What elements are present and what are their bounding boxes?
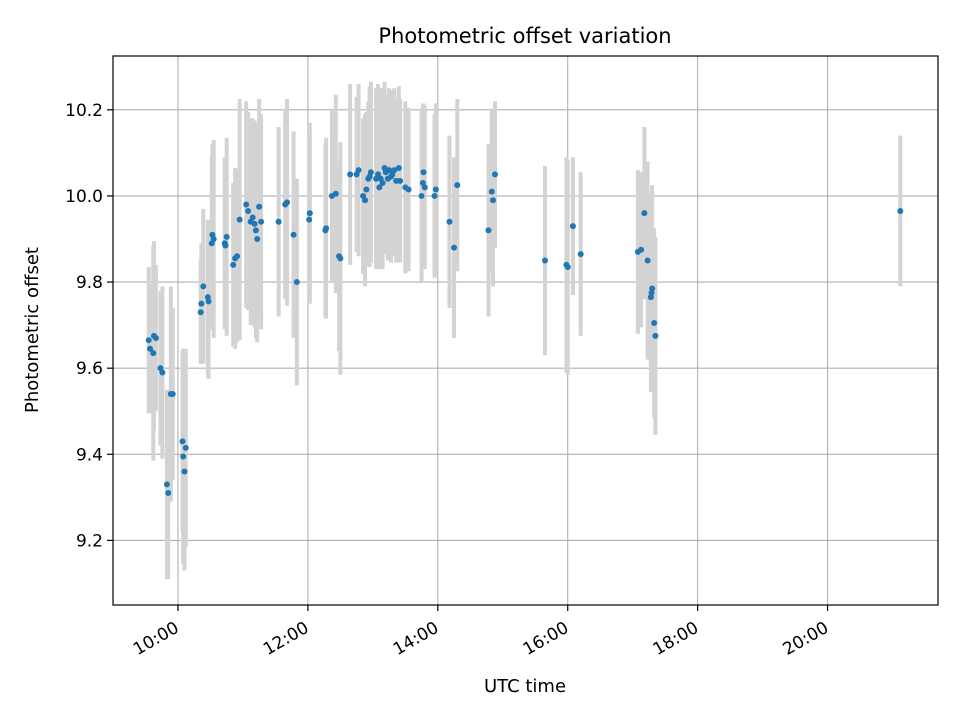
data-point	[230, 261, 237, 268]
data-point	[347, 171, 354, 178]
data-point	[222, 242, 229, 249]
data-point	[234, 253, 241, 260]
data-point	[147, 345, 154, 352]
data-point	[200, 283, 207, 290]
data-point	[252, 227, 259, 234]
data-point	[485, 227, 492, 234]
data-point	[418, 192, 425, 199]
data-point	[651, 319, 658, 326]
data-point	[420, 169, 427, 176]
data-point	[197, 309, 204, 316]
data-point	[386, 167, 393, 174]
data-point	[182, 444, 189, 451]
data-point	[363, 186, 370, 193]
data-point	[306, 216, 313, 223]
data-point	[179, 438, 186, 445]
data-point	[284, 199, 291, 206]
data-point	[332, 190, 339, 197]
data-point	[249, 214, 256, 221]
data-point	[169, 391, 176, 398]
data-point	[488, 188, 495, 195]
data-point	[375, 171, 382, 178]
data-point	[421, 184, 428, 191]
data-point	[337, 255, 344, 262]
data-point	[564, 263, 571, 270]
data-point	[397, 177, 404, 184]
data-point	[491, 171, 498, 178]
data-point	[152, 335, 159, 342]
data-point	[897, 208, 904, 215]
data-point	[205, 298, 212, 305]
chart-title: Photometric offset variation	[378, 24, 671, 48]
data-point	[236, 216, 243, 223]
data-point	[395, 164, 402, 171]
data-point	[490, 197, 497, 204]
x-axis-label: UTC time	[484, 676, 566, 697]
data-point	[391, 167, 398, 174]
data-point	[323, 225, 330, 232]
y-tick-label: 9.2	[76, 531, 103, 551]
data-point	[454, 182, 461, 189]
data-point	[649, 285, 656, 292]
data-point	[652, 332, 659, 339]
data-point	[180, 453, 187, 460]
data-point	[254, 236, 261, 242]
data-point	[165, 490, 172, 497]
data-point	[638, 246, 645, 253]
data-point	[210, 236, 217, 242]
data-point	[379, 180, 386, 187]
data-point	[362, 197, 369, 204]
y-tick-label: 9.6	[76, 359, 103, 379]
data-point	[641, 210, 648, 217]
plot-frame	[112, 55, 939, 606]
data-point	[431, 192, 438, 199]
y-tick-label: 10.2	[65, 101, 103, 121]
data-point	[367, 169, 374, 176]
data-point	[306, 210, 313, 217]
y-tick-label: 10.0	[65, 187, 103, 207]
y-tick-label: 9.4	[76, 445, 103, 465]
data-point	[258, 218, 265, 225]
data-point	[181, 468, 188, 475]
data-point	[446, 218, 453, 225]
data-point	[150, 350, 157, 357]
data-point	[245, 208, 252, 215]
data-point	[243, 201, 250, 208]
data-point	[223, 233, 230, 240]
data-point	[293, 279, 300, 286]
data-point	[569, 223, 576, 230]
data-point	[159, 369, 166, 376]
data-point	[355, 167, 362, 174]
data-point	[256, 203, 263, 210]
y-tick-label: 9.8	[76, 273, 103, 293]
data-point	[644, 257, 651, 264]
data-point	[275, 218, 282, 225]
data-point	[577, 251, 584, 258]
data-point	[251, 220, 258, 227]
data-point	[163, 481, 170, 488]
y-axis-label: Photometric offset	[22, 247, 43, 413]
data-point	[376, 184, 383, 191]
data-point	[145, 337, 152, 344]
data-point	[541, 257, 548, 264]
data-point	[405, 186, 412, 193]
data-point	[451, 244, 458, 251]
data-point	[290, 231, 297, 238]
point-layer	[145, 164, 904, 497]
data-point	[198, 300, 205, 307]
data-point	[432, 186, 439, 193]
